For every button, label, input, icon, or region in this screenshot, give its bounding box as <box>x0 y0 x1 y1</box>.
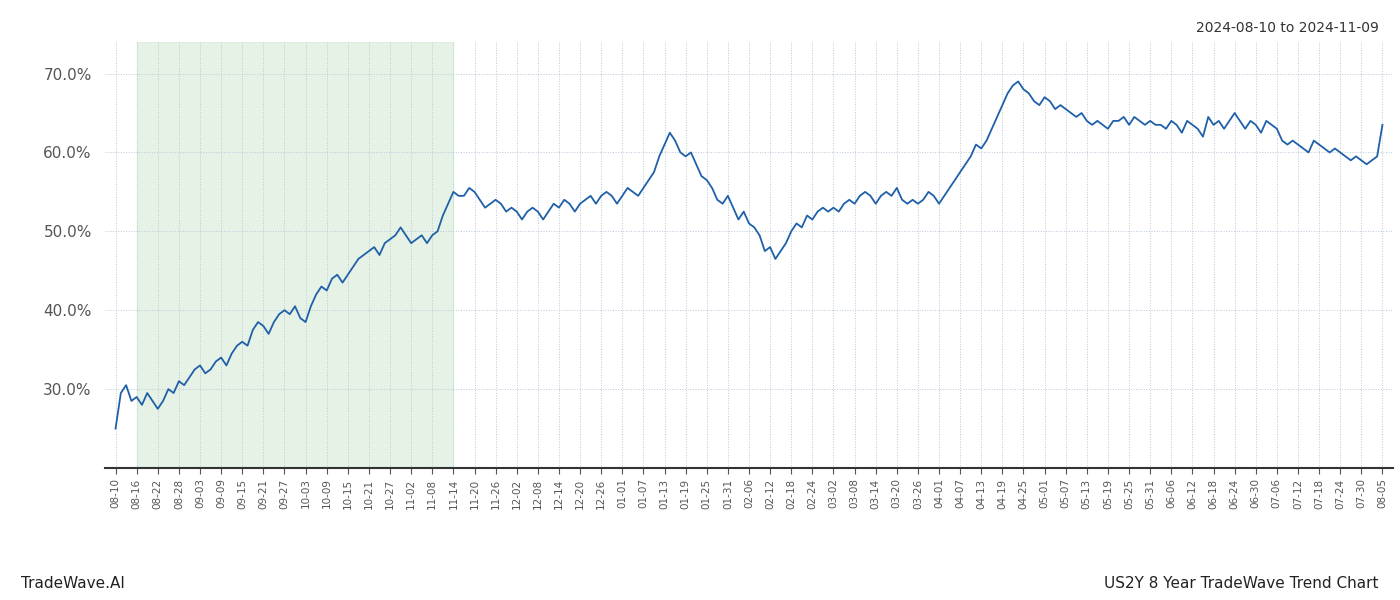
Text: TradeWave.AI: TradeWave.AI <box>21 576 125 591</box>
Text: 2024-08-10 to 2024-11-09: 2024-08-10 to 2024-11-09 <box>1196 21 1379 35</box>
Bar <box>137 42 454 468</box>
Text: US2Y 8 Year TradeWave Trend Chart: US2Y 8 Year TradeWave Trend Chart <box>1105 576 1379 591</box>
